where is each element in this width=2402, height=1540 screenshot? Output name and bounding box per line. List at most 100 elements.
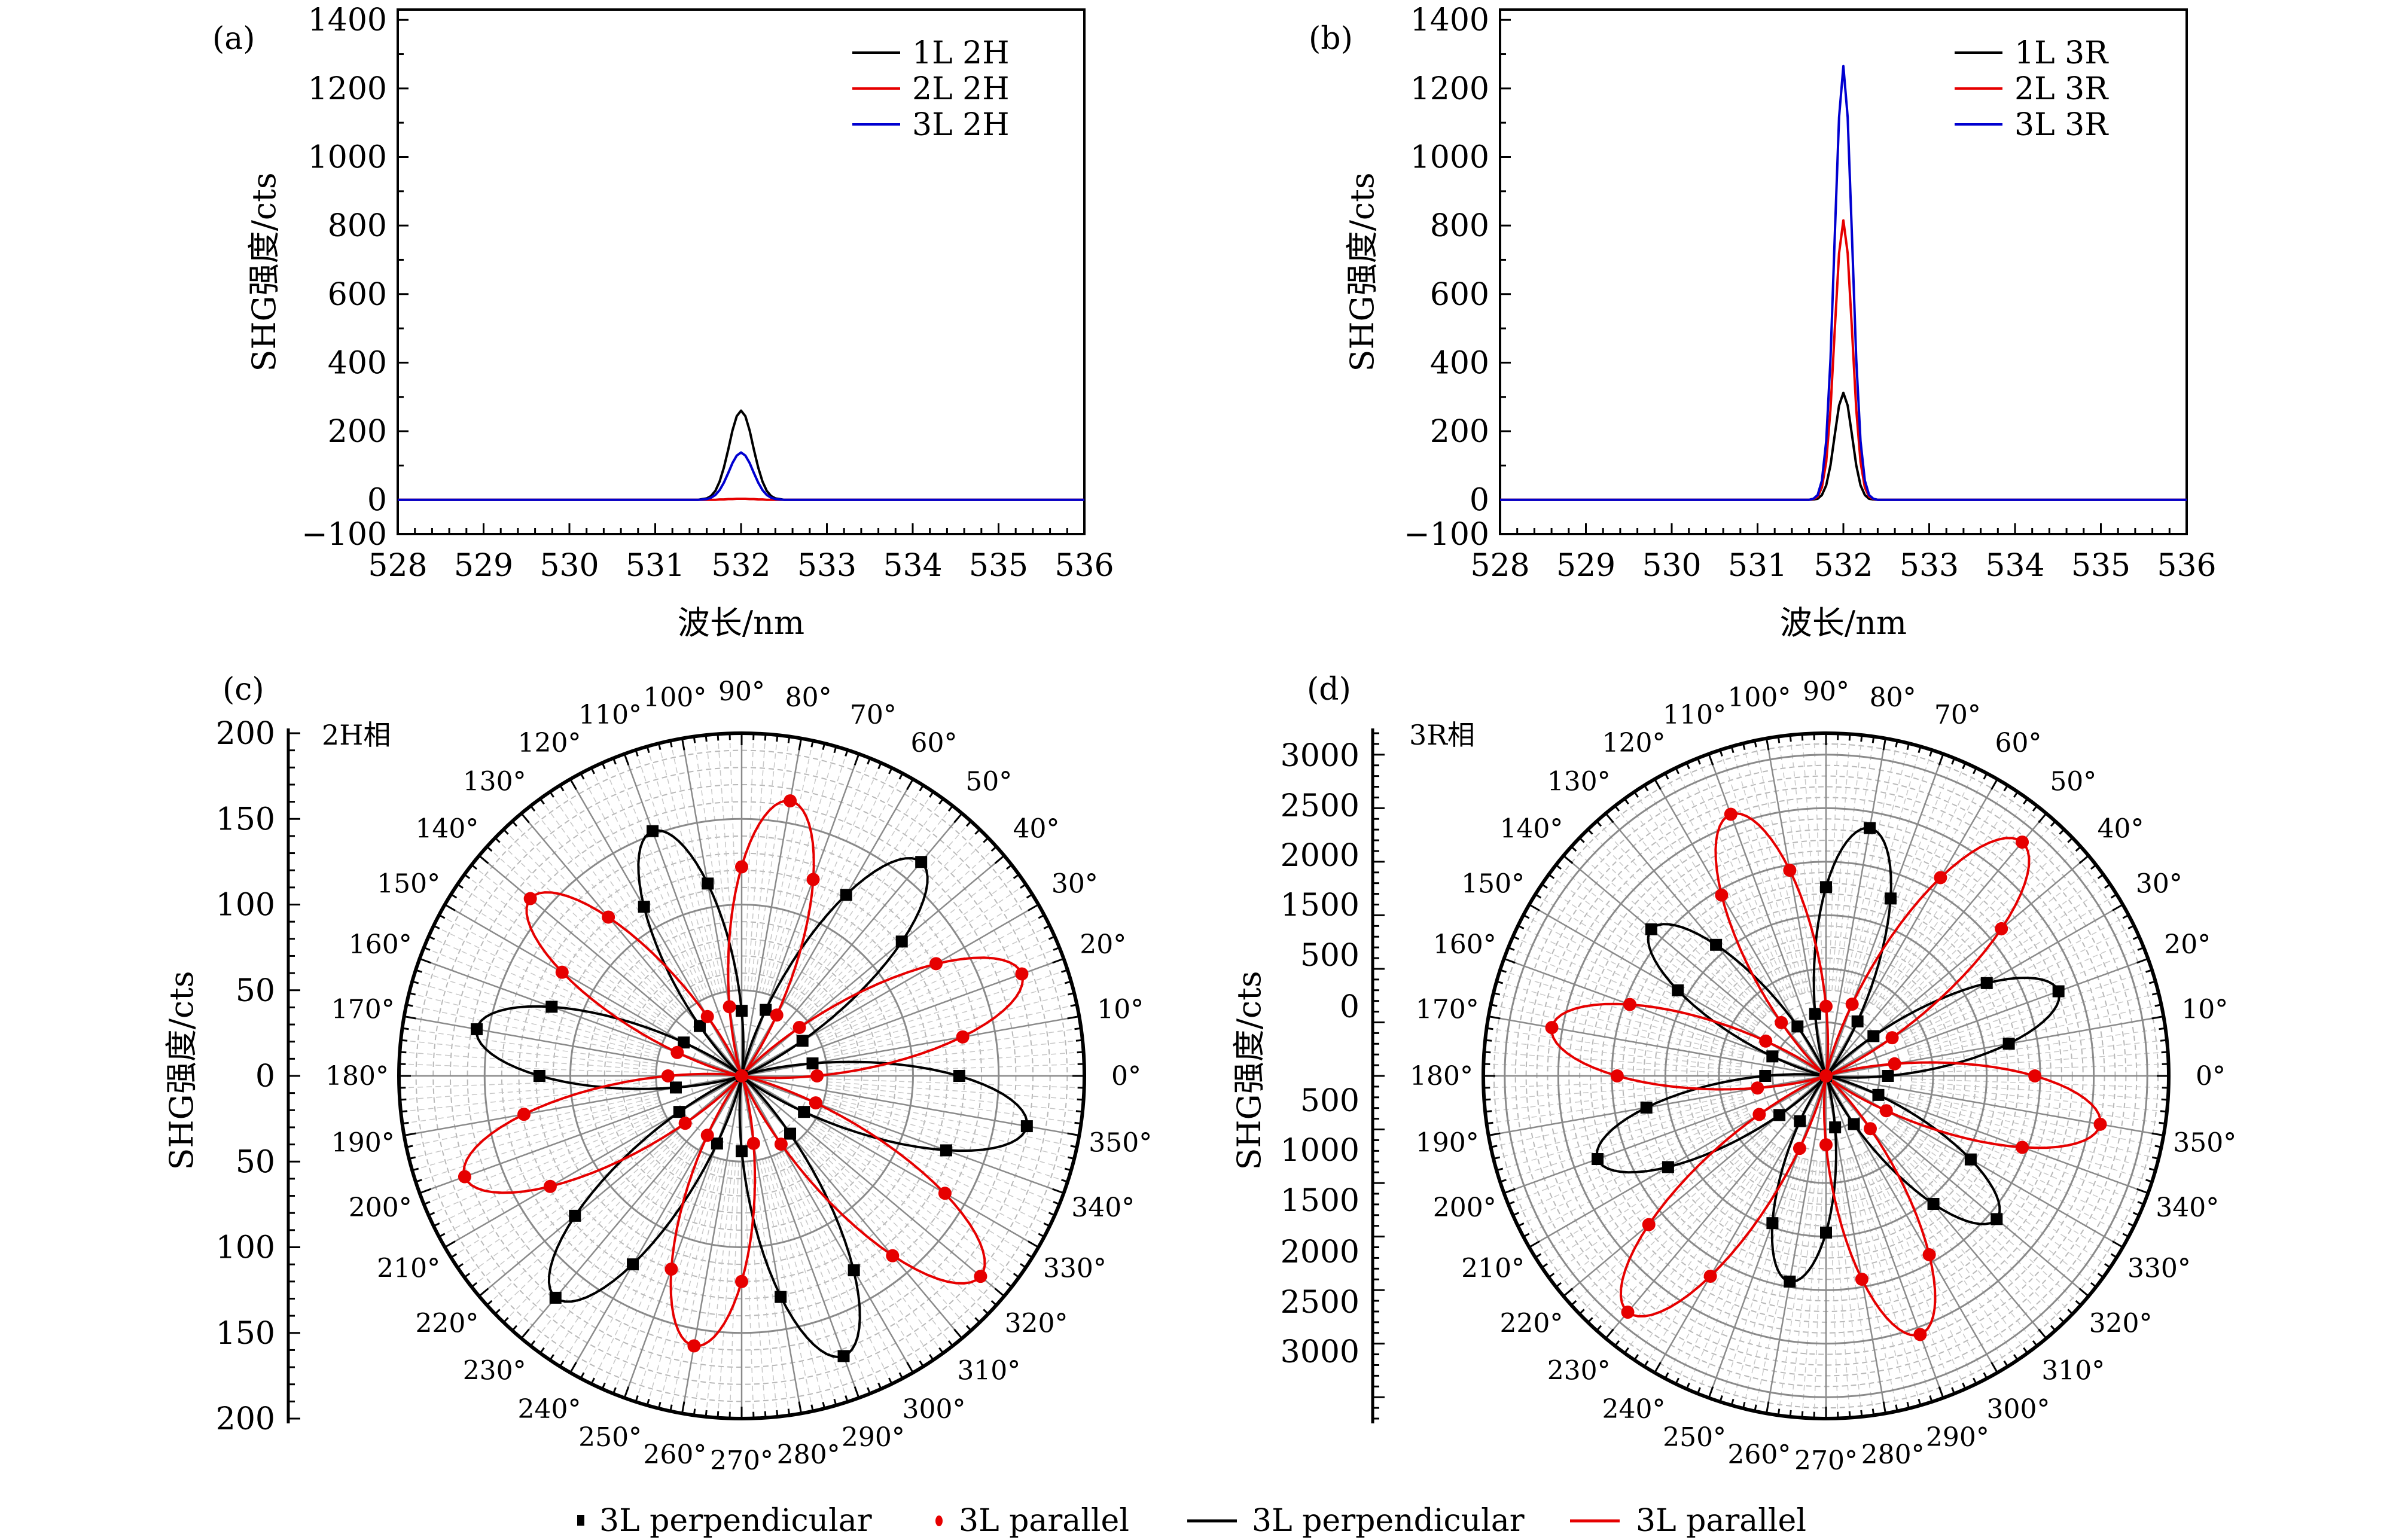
radial-tick-label: 2500 [1281, 788, 1359, 824]
angular-tick [2032, 805, 2038, 812]
data-point-circle [523, 892, 537, 905]
angular-tick [1523, 1233, 1530, 1238]
minor-grid-spoke [825, 1093, 1077, 1148]
data-point-circle [1845, 998, 1859, 1011]
angular-tick [1633, 791, 1639, 798]
major-grid-spoke [741, 957, 1064, 1077]
data-point-square [533, 1070, 545, 1082]
minor-grid-spoke [767, 749, 848, 995]
angular-tick [1486, 1121, 1493, 1125]
angular-tick [1789, 734, 1792, 742]
x-tick-label: 536 [2157, 548, 2216, 584]
angular-tick [1484, 1098, 1491, 1101]
angle-label: 80° [1870, 682, 1916, 713]
minor-grid-spoke [471, 864, 675, 1024]
major-grid-spoke [741, 1075, 1005, 1297]
data-point-square [2002, 1038, 2015, 1050]
minor-grid-spoke [438, 1115, 666, 1237]
angular-tick [2127, 925, 2135, 929]
angular-tick [1918, 746, 1922, 754]
major-grid-spoke [1488, 1016, 1827, 1077]
angular-tick [2110, 893, 2117, 899]
angle-label: 30° [1051, 869, 1098, 899]
minor-grid-spoke [798, 1139, 971, 1331]
minor-grid-spoke [776, 1154, 882, 1389]
angular-tick [1043, 925, 1050, 929]
series-line-3l-3r [1500, 65, 2187, 501]
data-point-square [1766, 1217, 1779, 1230]
x-axis-title-a: 波长/nm [678, 604, 804, 642]
angular-tick [2112, 904, 2123, 911]
angular-tick [1485, 1110, 1492, 1113]
angular-tick [1499, 1179, 1507, 1183]
angular-tick [2145, 969, 2153, 973]
minor-grid-spoke [512, 1139, 685, 1331]
panel-label-a: (a) [212, 21, 255, 57]
major-grid-spoke [419, 1075, 742, 1194]
angular-tick [635, 1395, 639, 1402]
angular-tick [1529, 1240, 1540, 1248]
data-point-square [1759, 1070, 1772, 1082]
minor-grid-spoke [559, 1148, 697, 1367]
minor-grid-spoke [787, 1148, 924, 1367]
angular-tick [853, 1386, 860, 1398]
x-tick-label: 532 [711, 548, 770, 584]
angular-tick [1777, 736, 1781, 743]
angular-tick [1052, 957, 1064, 964]
angular-tick [635, 749, 639, 757]
angular-tick [1882, 738, 1886, 751]
major-grid-spoke [1825, 754, 1944, 1077]
data-point-square [1964, 1153, 1977, 1166]
data-point-circle [792, 1020, 806, 1034]
minor-grid-spoke [450, 1121, 669, 1258]
angle-label: 330° [2127, 1254, 2191, 1284]
major-grid-spoke [1825, 957, 2148, 1077]
angle-label: 190° [1416, 1128, 1479, 1158]
angle-label: 200° [1433, 1193, 1496, 1223]
angular-tick [415, 969, 422, 973]
angular-tick [1929, 1395, 1933, 1402]
minor-grid-spoke [530, 806, 690, 1009]
angular-tick [457, 1263, 464, 1268]
y-tick-label: 1000 [1410, 139, 1489, 175]
angle-label: 290° [842, 1422, 905, 1453]
minor-grid-spoke [787, 785, 924, 1004]
angular-tick [590, 1377, 595, 1385]
angular-tick [2104, 1263, 2111, 1268]
angular-tick [833, 746, 837, 754]
legend-label: 3L perpendicular [599, 1503, 872, 1539]
y-tick-label: 800 [1430, 208, 1489, 244]
angular-tick [2151, 992, 2159, 996]
minor-grid-spoke [457, 1123, 671, 1268]
data-point-circle [770, 1008, 784, 1022]
minor-grid-spoke [819, 936, 1055, 1042]
angular-tick [1623, 1347, 1629, 1354]
angular-tick [2137, 946, 2144, 951]
minor-grid-spoke [602, 1154, 708, 1389]
angular-tick [1026, 1253, 1033, 1258]
angular-tick [776, 1410, 779, 1417]
minor-grid-spoke [827, 1051, 1084, 1071]
panel-d-polar-3r: (d) 3R相 SHG强度/cts 0° 10° 20° 30° 40°50° 60° 70… [1230, 672, 2236, 1476]
angular-tick [2159, 1027, 2166, 1030]
minor-grid-spoke [693, 1160, 730, 1416]
minor-grid-spoke [750, 1161, 778, 1417]
angular-tick [2122, 914, 2129, 919]
angular-tick [1517, 1222, 1525, 1227]
angle-label: 170° [331, 994, 395, 1024]
angular-tick [929, 791, 934, 798]
angle-label: 150° [377, 869, 440, 899]
minor-grid-spoke [647, 1158, 719, 1406]
angular-tick [2013, 1354, 2019, 1361]
angular-tick [419, 1188, 431, 1194]
data-point-square [1784, 1275, 1796, 1288]
major-grid-spoke [741, 1075, 1064, 1194]
minor-grid-spoke [658, 743, 722, 993]
data-point-square [678, 1036, 690, 1049]
panel-label-b: (b) [1309, 21, 1353, 57]
angular-tick [646, 1398, 650, 1406]
minor-grid-spoke [764, 1158, 837, 1406]
angular-tick [833, 1398, 837, 1406]
angle-label: 0° [2196, 1061, 2226, 1091]
angular-tick [415, 1179, 422, 1183]
